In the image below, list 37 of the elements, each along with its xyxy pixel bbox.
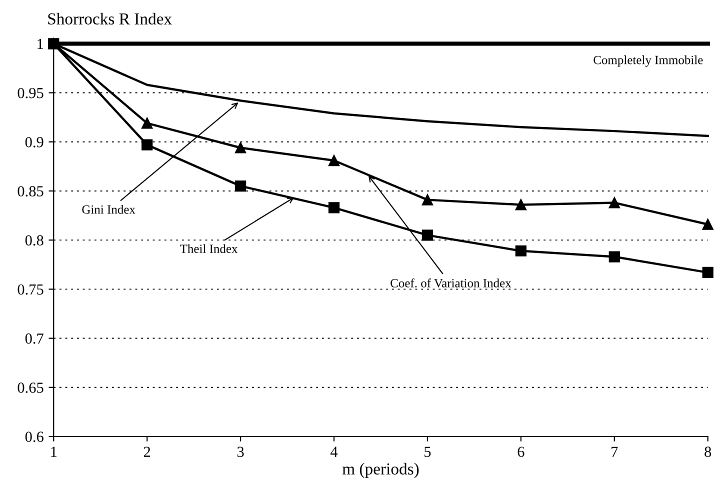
y-tick-label: 0.65 <box>18 382 44 393</box>
point <box>515 199 526 210</box>
point <box>234 142 246 154</box>
point <box>515 245 526 256</box>
point <box>234 180 246 192</box>
y-tick-label: 0.85 <box>18 186 44 196</box>
annotation: Completely Immobile <box>594 55 703 67</box>
y-tick-label: 0.7 <box>25 333 44 344</box>
y-tick-label: 0.9 <box>25 137 44 148</box>
point <box>142 118 153 129</box>
y-tick-label: 0.95 <box>18 88 44 98</box>
point <box>142 139 153 150</box>
annotation: Theil Index <box>180 244 238 254</box>
x-axis-title: m (periods) <box>342 462 419 478</box>
y-axis-title: Shorrocks R Index <box>48 12 172 25</box>
point <box>608 197 620 208</box>
y-tick-label: 0.6 <box>25 432 44 442</box>
y-tick-label: 1 <box>38 38 43 49</box>
x-tick-label: 1 <box>51 446 57 457</box>
x-tick-label: 3 <box>237 446 244 457</box>
y-tick-label: 0.8 <box>25 235 44 246</box>
x-tick-label: 2 <box>144 446 150 457</box>
point <box>422 230 434 241</box>
x-tick-label: 7 <box>612 446 618 457</box>
x-tick-label: 8 <box>704 446 712 457</box>
point <box>608 251 620 262</box>
x-tick-label: 5 <box>424 446 431 457</box>
annotation: Gini Index <box>82 204 136 214</box>
point <box>702 218 714 230</box>
point <box>328 154 340 166</box>
annotation: Coef. of Variation Index <box>390 278 512 288</box>
point <box>702 266 714 278</box>
x-tick-label: 6 <box>518 446 524 457</box>
point <box>422 194 434 206</box>
x-tick-label: 4 <box>330 446 338 457</box>
y-tick-label: 0.75 <box>18 284 44 295</box>
point <box>328 202 340 214</box>
